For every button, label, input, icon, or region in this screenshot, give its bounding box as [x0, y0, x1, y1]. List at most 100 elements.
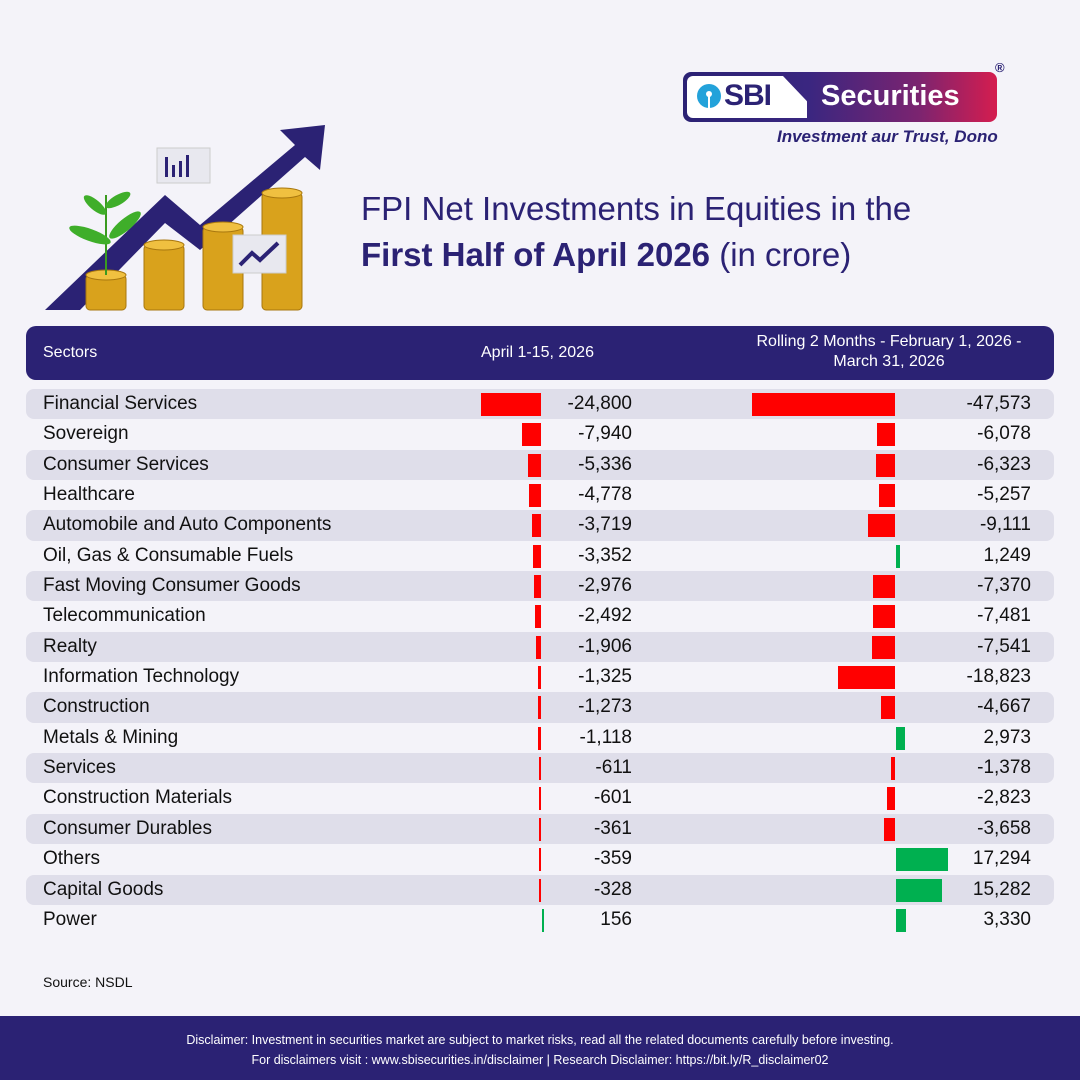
rolling-bar — [867, 514, 895, 538]
table-row: Information Technology -1,325 -18,823 — [26, 662, 1054, 692]
sector-name: Others — [43, 848, 101, 870]
table-row: Fast Moving Consumer Goods -2,976 -7,370 — [26, 571, 1054, 602]
april-bar — [532, 544, 541, 568]
april-bar — [536, 635, 541, 659]
title-unit: (in crore) — [710, 236, 852, 273]
april-value: -1,118 — [579, 726, 632, 748]
rolling-value: -7,370 — [977, 575, 1031, 597]
trend-card-icon — [232, 234, 287, 274]
rolling-value: -7,481 — [977, 605, 1031, 627]
april-value: -328 — [593, 878, 632, 900]
april-value: -2,976 — [578, 575, 632, 597]
logo-securities-text: Securities — [821, 80, 960, 112]
rolling-value: -6,078 — [977, 423, 1031, 445]
tagline: Investment aur Trust, Dono — [777, 127, 998, 146]
rolling-bar — [875, 453, 895, 477]
table-row: Capital Goods -328 15,282 — [26, 874, 1054, 905]
rolling-value: -9,111 — [979, 514, 1031, 536]
rolling-bar — [872, 635, 895, 659]
rolling-bar — [896, 726, 905, 750]
april-value: -5,336 — [578, 453, 632, 475]
disclaimer-line2: For disclaimers visit : www.sbisecuritie… — [251, 1053, 829, 1067]
disclaimer-footer: Disclaimer: Investment in securities mar… — [0, 1016, 1080, 1080]
table-row: Financial Services -24,800 -47,573 — [26, 389, 1054, 420]
april-value: -1,273 — [578, 696, 632, 718]
sector-name: Automobile and Auto Components — [43, 514, 332, 536]
april-value: -4,778 — [578, 484, 632, 506]
rolling-value: 3,330 — [983, 908, 1031, 930]
table-row: Consumer Durables -361 -3,658 — [26, 813, 1054, 845]
sector-name: Construction Materials — [43, 787, 233, 809]
sector-name: Information Technology — [43, 666, 240, 688]
april-bar — [542, 908, 544, 932]
table-row: Others -359 17,294 — [26, 844, 1054, 874]
rolling-value: 2,973 — [983, 726, 1031, 748]
rolling-bar — [884, 817, 895, 841]
table-row: Metals & Mining -1,118 2,973 — [26, 723, 1054, 753]
sector-name: Financial Services — [43, 393, 198, 414]
table-row: Sovereign -7,940 -6,078 — [26, 419, 1054, 449]
april-bar — [534, 605, 541, 629]
april-bar — [537, 666, 541, 690]
table-header: Sectors April 1-15, 2026 Rolling 2 Month… — [26, 326, 1054, 380]
sector-name: Services — [43, 757, 116, 779]
rolling-value: 1,249 — [983, 544, 1031, 566]
april-bar — [539, 787, 541, 811]
april-value: -611 — [595, 757, 632, 779]
april-bar — [539, 878, 541, 902]
rolling-value: -1,378 — [977, 757, 1031, 779]
april-bar — [539, 848, 541, 872]
disclaimer-line1: Disclaimer: Investment in securities mar… — [186, 1033, 894, 1047]
table-row: Consumer Services -5,336 -6,323 — [26, 449, 1054, 481]
rolling-value: -4,667 — [977, 696, 1031, 718]
sector-name: Power — [43, 908, 97, 930]
april-bar — [532, 514, 541, 538]
table-row: Telecommunication -2,492 -7,481 — [26, 601, 1054, 631]
table-row: Services -611 -1,378 — [26, 753, 1054, 784]
sector-name: Telecommunication — [43, 605, 206, 627]
rolling-value: -3,658 — [977, 817, 1031, 839]
rolling-bar — [896, 544, 900, 568]
april-value: -7,940 — [578, 423, 632, 445]
april-bar — [539, 817, 541, 841]
april-value: -3,352 — [578, 544, 632, 566]
april-value: -1,325 — [578, 666, 632, 688]
april-bar — [537, 696, 541, 720]
rolling-bar — [838, 666, 895, 690]
april-value: 156 — [600, 908, 632, 930]
bar-chart-card-icon — [156, 147, 211, 184]
header-sectors: Sectors — [43, 344, 98, 361]
logo-sbi: SBI — [697, 79, 772, 113]
rolling-bar — [896, 848, 948, 872]
table-row: Power 156 3,330 — [26, 905, 1054, 935]
sector-name: Consumer Services — [43, 453, 209, 475]
april-bar — [481, 393, 541, 416]
april-bar — [529, 484, 541, 508]
april-value: -361 — [593, 817, 632, 839]
sector-name: Sovereign — [43, 423, 129, 445]
sector-name: Oil, Gas & Consumable Fuels — [43, 544, 294, 566]
rolling-bar — [896, 878, 942, 902]
sector-name: Consumer Durables — [43, 817, 212, 839]
page-title-line2: First Half of April 2026 (in crore) — [361, 236, 851, 274]
header-april: April 1-15, 2026 — [481, 344, 594, 361]
plant-sprout-icon — [69, 191, 141, 275]
sector-name: Capital Goods — [43, 878, 164, 900]
table-row: Construction Materials -601 -2,823 — [26, 783, 1054, 813]
april-bar — [539, 757, 541, 781]
sector-name: Fast Moving Consumer Goods — [43, 575, 301, 597]
table-row: Automobile and Auto Components -3,719 -9,1… — [26, 510, 1054, 541]
april-value: -24,800 — [567, 393, 632, 414]
sector-name: Construction — [43, 696, 150, 718]
registered-mark: ® — [995, 60, 1005, 75]
sector-name: Metals & Mining — [43, 726, 179, 748]
rolling-value: 17,294 — [972, 848, 1031, 870]
rolling-value: -18,823 — [966, 666, 1031, 688]
table-row: Realty -1,906 -7,541 — [26, 631, 1054, 663]
rolling-value: -7,541 — [977, 635, 1031, 657]
rolling-value: -47,573 — [966, 393, 1031, 414]
table-row: Construction -1,273 -4,667 — [26, 692, 1054, 723]
april-bar — [533, 575, 541, 599]
rolling-bar — [876, 423, 895, 447]
rolling-bar — [752, 393, 895, 416]
